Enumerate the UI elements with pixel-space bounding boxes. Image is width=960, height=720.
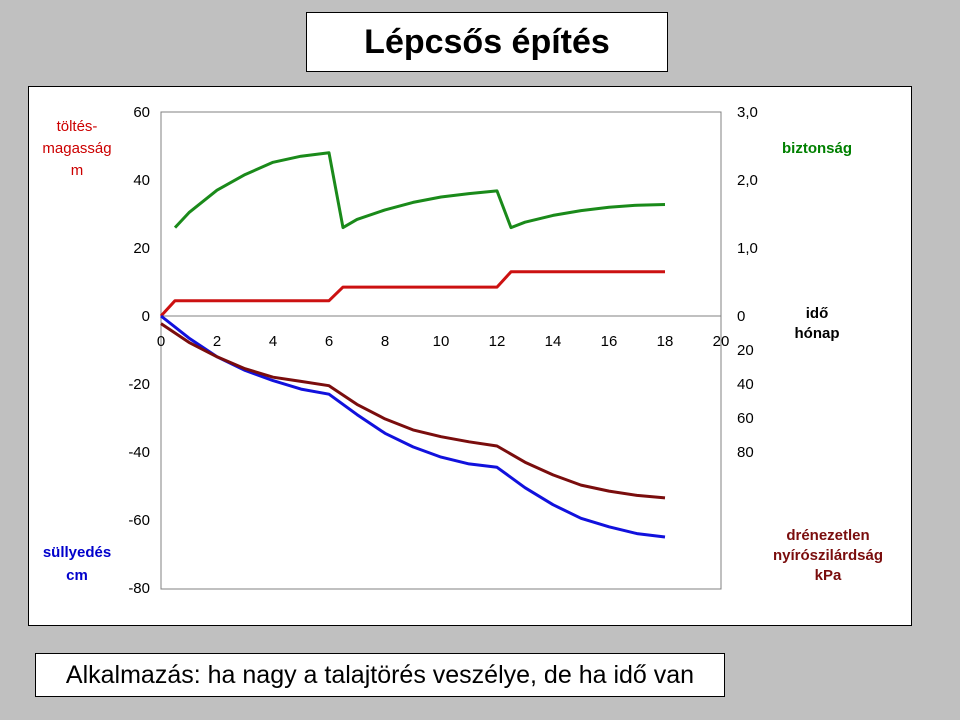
- caption-text: Alkalmazás: ha nagy a talajtörés veszély…: [65, 660, 695, 689]
- left-top-label-3: m: [71, 162, 84, 179]
- left-bottom-label-2: cm: [66, 567, 88, 584]
- right-top-label: biztonság: [782, 140, 852, 157]
- left-tick-label: -80: [128, 580, 150, 597]
- right-top-tick-label: 0: [737, 308, 745, 325]
- x-tick-label: 2: [213, 333, 221, 350]
- right-bottom-label-2: nyírószilárdság: [773, 547, 883, 564]
- left-tick-label: -60: [128, 512, 150, 529]
- x-tick-label: 6: [325, 333, 333, 350]
- x-tick-label: 18: [657, 333, 674, 350]
- right-bottom-tick-label: 20: [737, 342, 754, 359]
- right-top-tick-label: 1,0: [737, 240, 758, 257]
- x-axis-label-2: hónap: [795, 325, 840, 342]
- x-tick-label: 10: [433, 333, 450, 350]
- right-bottom-tick-label: 60: [737, 410, 754, 427]
- x-axis-label-1: idő: [806, 305, 829, 322]
- left-tick-label: 40: [133, 172, 150, 189]
- right-bottom-tick-label: 80: [737, 444, 754, 461]
- settlement-line: [160, 314, 666, 539]
- left-tick-label: -40: [128, 444, 150, 461]
- right-top-tick-label: 3,0: [737, 104, 758, 121]
- page-title: Lépcsős építés: [364, 22, 610, 61]
- series-group: [159, 151, 666, 539]
- title-box: Lépcsős építés: [306, 12, 668, 72]
- x-tick-label: 16: [601, 333, 618, 350]
- left-top-label-2: magasság: [42, 140, 111, 157]
- left-tick-label: -20: [128, 376, 150, 393]
- right-bottom-label-3: kPa: [815, 567, 842, 584]
- plot-area: [160, 111, 722, 590]
- left-tick-label: 60: [133, 104, 150, 121]
- x-tick-label: 0: [157, 333, 165, 350]
- left-tick-label: 20: [133, 240, 150, 257]
- left-bottom-label-1: süllyedés: [43, 544, 111, 561]
- left-top-label-1: töltés-: [57, 118, 98, 135]
- x-tick-label: 20: [713, 333, 730, 350]
- safety-factor-line: [173, 151, 666, 230]
- shear-strength-line: [160, 322, 666, 500]
- left-tick-label: 0: [142, 308, 150, 325]
- caption-box: Alkalmazás: ha nagy a talajtörés veszély…: [35, 653, 725, 697]
- right-bottom-label-1: drénezetlen: [786, 527, 869, 544]
- right-top-tick-label: 2,0: [737, 172, 758, 189]
- tick-labels: 60 40 20 0 -20 -40 -60 -80 3,0 2,0 1,0 0 20 40 60 80 0 2 4…: [128, 104, 758, 597]
- right-bottom-tick-label: 40: [737, 376, 754, 393]
- fill-height-line: [159, 270, 665, 318]
- x-tick-label: 14: [545, 333, 562, 350]
- x-tick-label: 4: [269, 333, 277, 350]
- x-tick-label: 8: [381, 333, 389, 350]
- x-tick-label: 12: [489, 333, 506, 350]
